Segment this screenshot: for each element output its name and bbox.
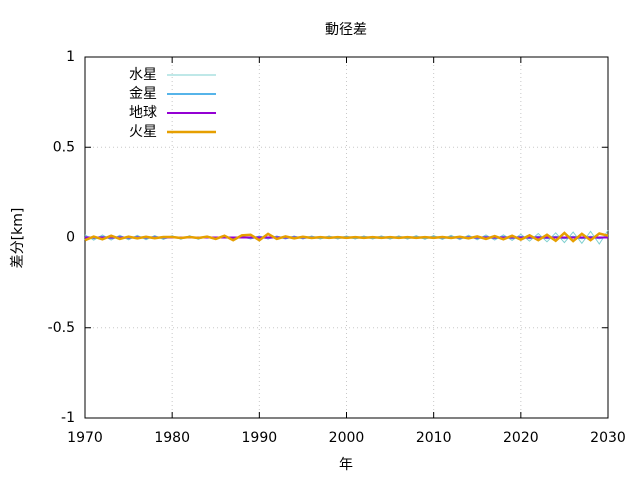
x-tick-label: 2030 — [590, 430, 626, 446]
legend-label: 金星 — [129, 86, 157, 102]
y-tick-label: 0.5 — [53, 139, 75, 155]
legend-label: 火星 — [129, 124, 157, 140]
legend-label: 水星 — [129, 67, 157, 83]
y-tick-label: 1 — [66, 49, 75, 65]
legend-label: 地球 — [129, 105, 157, 121]
x-tick-label: 1990 — [242, 430, 278, 446]
y-tick-label: 0 — [66, 230, 75, 246]
chart-title: 動径差 — [325, 22, 367, 38]
x-tick-label: 1980 — [154, 430, 190, 446]
y-axis-label: 差分[km] — [10, 208, 26, 269]
x-tick-label: 2010 — [416, 430, 452, 446]
x-tick-label: 1970 — [67, 430, 103, 446]
x-tick-label: 2020 — [503, 430, 539, 446]
x-tick-label: 2000 — [329, 430, 365, 446]
series-line — [84, 231, 609, 243]
y-tick-label: -1 — [61, 410, 75, 426]
x-axis-label: 年 — [339, 457, 353, 473]
y-tick-label: -0.5 — [48, 320, 75, 336]
